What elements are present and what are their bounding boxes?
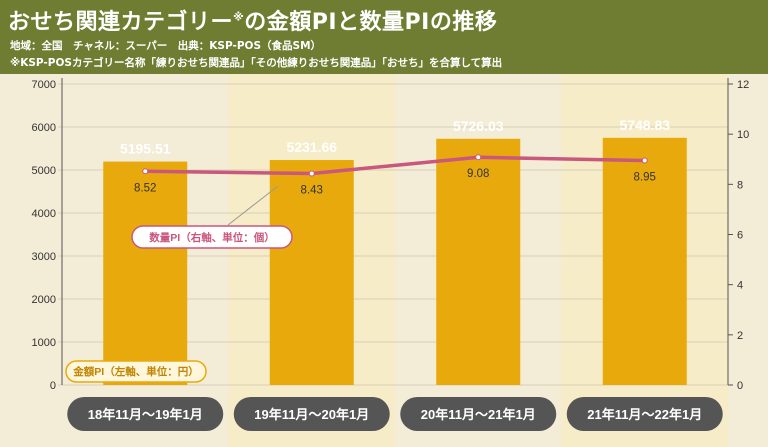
bar-legend-pill [65, 360, 207, 383]
bar-value-label: 5195.51 [120, 141, 171, 157]
line-point [308, 170, 315, 177]
x-tick-label: 20年11月～21年1月 [421, 407, 536, 422]
y-left-tick-label: 5000 [32, 165, 56, 177]
y-right-tick-label: 0 [737, 380, 743, 392]
bar-value-label: 5231.66 [286, 139, 337, 155]
y-right-tick-label: 4 [737, 280, 743, 292]
category-pill [233, 397, 390, 431]
category-pill [400, 397, 557, 431]
note-line: ※KSP-POSカテゴリー名称「練りおせち関連品」「その他練りおせち関連品」「お… [10, 57, 503, 69]
bar [269, 160, 354, 385]
y-right-tick-label: 6 [737, 230, 743, 242]
bar [602, 137, 687, 385]
bar-value-label: 5726.03 [453, 118, 504, 134]
y-left-tick-label: 7000 [32, 79, 56, 91]
plot-area: 0 1000 2000 3000 4000 5000 6000 7000 0 2 4 6 8 10 12 51… [32, 74, 749, 447]
line-legend-label: 数量PI（右軸、単位：個） [148, 231, 274, 244]
bar [103, 161, 188, 385]
line-value-label: 9.08 [467, 168, 489, 180]
line-point [475, 154, 482, 161]
y-left-tick-label: 3000 [32, 251, 56, 263]
source-line: 地域：全国 チャネル：スーパー 出典：KSP-POS（食品SM） [10, 40, 322, 52]
y-left-tick-label: 4000 [32, 208, 56, 220]
y-left-tick-label: 1000 [32, 337, 56, 349]
line-callout-leader [227, 185, 279, 226]
line-value-label: 8.95 [634, 172, 656, 184]
line-value-label: 8.43 [301, 185, 323, 197]
y-left-tick-label: 2000 [32, 294, 56, 306]
chart-header: おせち関連カテゴリー※の金額PIと数量PIの推移 地域：全国 チャネル：スーパー… [0, 0, 768, 74]
y-right-tick-label: 8 [737, 179, 743, 191]
line-value-label: 8.52 [134, 182, 156, 194]
y-left-tick-label: 0 [50, 380, 56, 392]
line-legend-pill [131, 225, 293, 249]
line-point [641, 157, 648, 164]
x-tick-label: 18年11月～19年1月 [88, 407, 203, 422]
category-pill [67, 397, 224, 431]
line-point [142, 168, 149, 175]
y-left-tick-label: 6000 [32, 122, 56, 134]
bar-legend-label: 金額PI（左軸、単位：円） [72, 365, 198, 378]
y-right-tick-label: 2 [737, 330, 743, 342]
chart-title: おせち関連カテゴリー※の金額PIと数量PIの推移 [8, 10, 498, 35]
bar [436, 138, 521, 385]
category-pill [566, 397, 723, 431]
y-right-tick-label: 12 [737, 79, 749, 91]
y-right-tick-label: 10 [737, 129, 749, 141]
line-series [145, 155, 645, 176]
x-tick-label: 19年11月～20年1月 [254, 407, 369, 422]
bar-value-label: 5748.83 [619, 117, 670, 133]
x-tick-label: 21年11月～22年1月 [587, 407, 702, 422]
